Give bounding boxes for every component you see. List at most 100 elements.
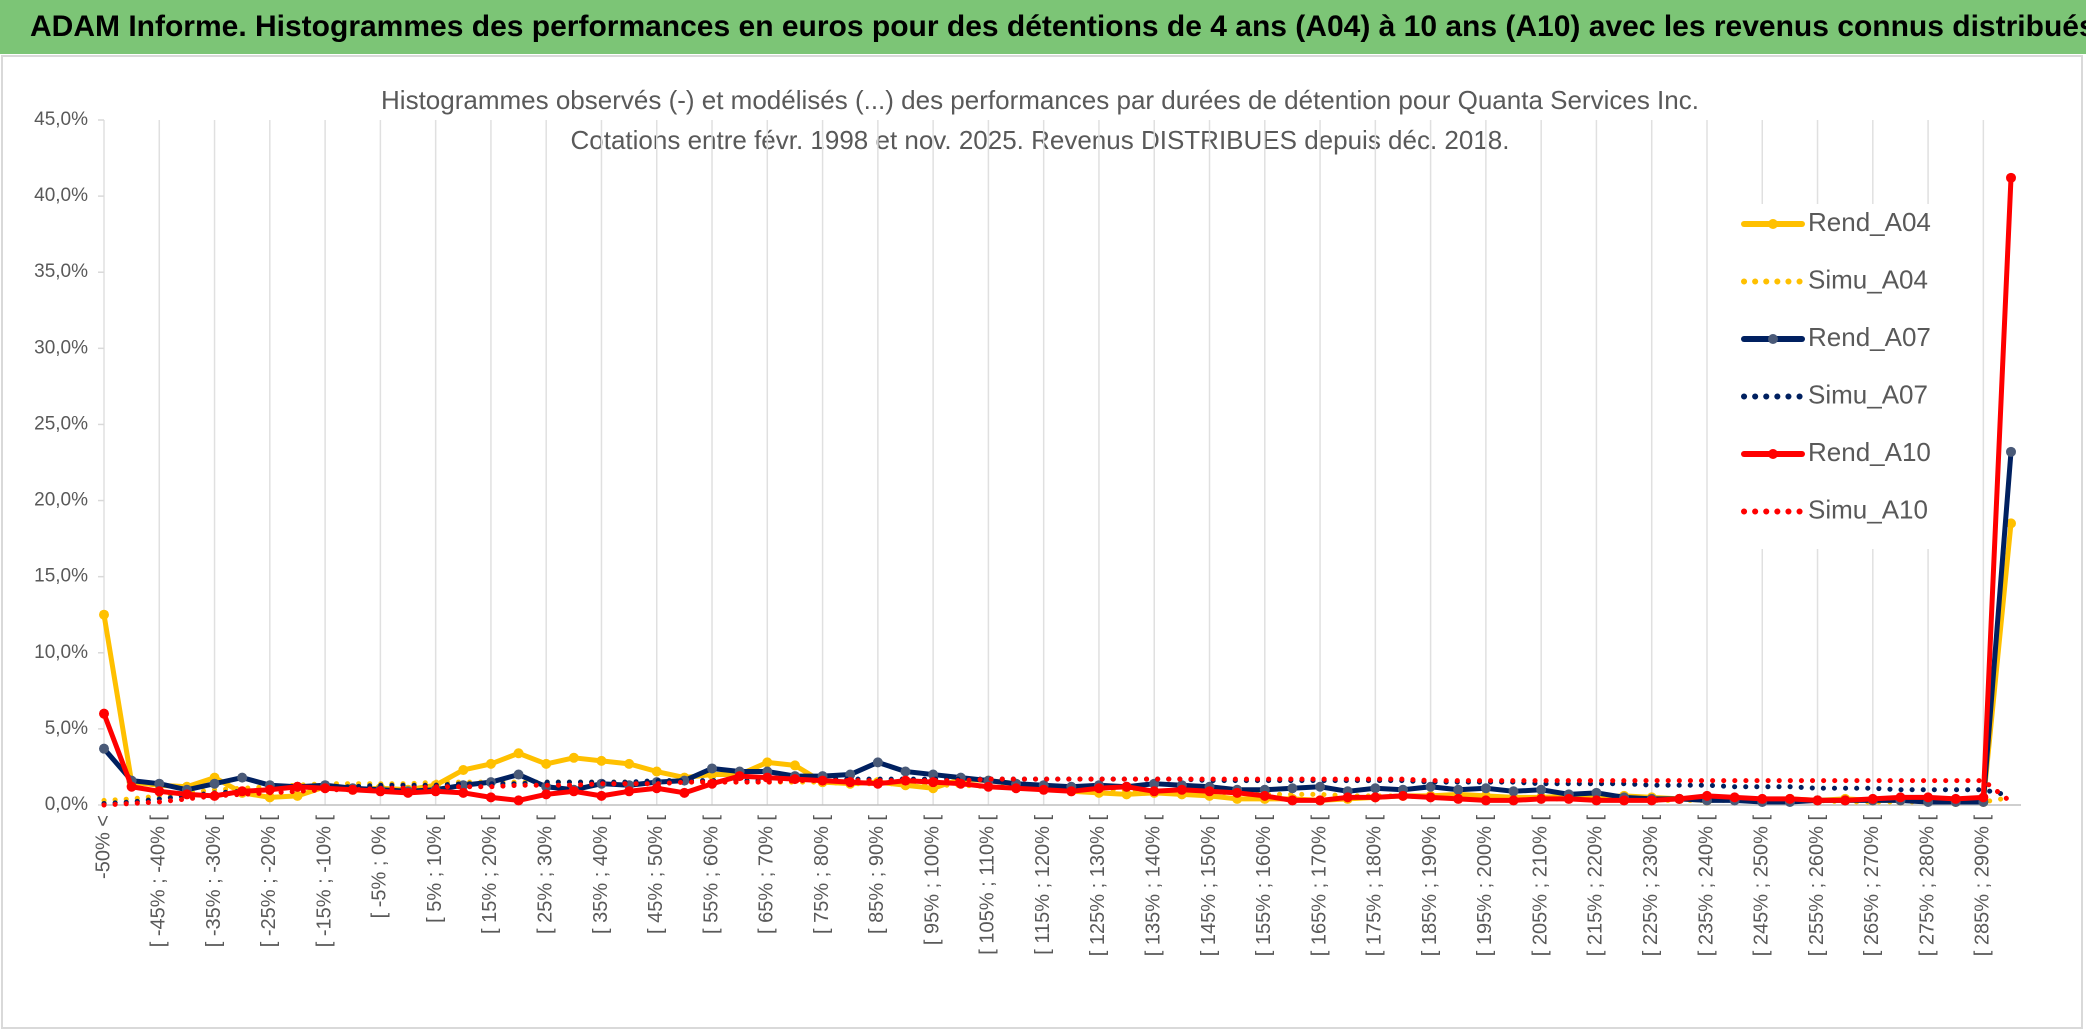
series-marker [651, 766, 662, 777]
series-marker [1315, 795, 1326, 806]
series-marker [1978, 792, 1989, 803]
series-line-dotted [101, 776, 2014, 808]
legend-label: Rend_A07 [1808, 322, 1931, 352]
x-tick-label: [ 265% ; 270% [ [1861, 815, 1883, 957]
x-tick-label: [ 195% ; 200% [ [1474, 815, 1496, 957]
series-marker [707, 763, 718, 774]
series-marker [679, 787, 690, 798]
series-marker [99, 609, 109, 620]
x-tick-label: [ -25% ; -20% [ [258, 815, 280, 948]
series-marker [762, 757, 773, 768]
chart-subtitle: Cotations entre févr. 1998 et nov. 2025.… [571, 125, 1510, 155]
series-marker [1176, 784, 1187, 795]
series-marker [458, 764, 469, 775]
x-tick-label: [ 275% ; 280% [ [1916, 815, 1938, 957]
chart-title: Histogrammes observés (-) et modélisés (… [381, 85, 1699, 115]
legend-label: Rend_A04 [1808, 207, 1931, 237]
series-marker [1480, 783, 1491, 794]
series-marker [983, 781, 994, 792]
x-tick-label: [ 85% ; 90% [ [866, 815, 888, 934]
series-marker [1480, 795, 1491, 806]
y-tick-label: 35,0% [34, 261, 88, 282]
x-tick-label: -50% < [92, 815, 114, 879]
series-marker [1093, 783, 1104, 794]
series-marker [1149, 786, 1160, 797]
series-marker [568, 786, 579, 797]
y-tick-label: 10,0% [34, 642, 88, 663]
series-marker [485, 792, 496, 803]
series-marker [458, 787, 469, 798]
x-tick-label: [ 125% ; 130% [ [1087, 815, 1109, 957]
series-marker [568, 752, 579, 763]
series-marker [2006, 172, 2016, 183]
series-marker [1342, 792, 1353, 803]
y-tick-label: 45,0% [34, 109, 88, 130]
series-marker [1453, 793, 1464, 804]
series-marker [403, 787, 414, 798]
legend-label: Rend_A10 [1808, 437, 1931, 467]
series-marker [1453, 784, 1464, 795]
y-tick-label: 15,0% [34, 566, 88, 587]
series-marker [1066, 786, 1077, 797]
series-marker [237, 772, 248, 783]
series-marker [541, 789, 552, 800]
series-marker [485, 758, 496, 769]
series-marker [1370, 783, 1381, 794]
x-tick-label: [ 155% ; 160% [ [1253, 815, 1275, 957]
legend-box [1718, 204, 1948, 549]
series-marker [237, 786, 248, 797]
series-marker [1619, 795, 1630, 806]
series-marker [1315, 781, 1326, 792]
series-marker [1287, 783, 1298, 794]
legend-label: Simu_A10 [1808, 494, 1928, 524]
x-tick-label: [ 45% ; 50% [ [645, 815, 667, 934]
series-marker [430, 786, 441, 797]
series-marker [1950, 793, 1961, 804]
series-marker [1923, 792, 1934, 803]
x-tick-label: [ -15% ; -10% [ [313, 815, 335, 948]
x-tick-label: [ 165% ; 170% [ [1308, 815, 1330, 957]
series-marker [1867, 793, 1878, 804]
series-marker [1508, 795, 1519, 806]
y-tick-label: 0,0% [45, 794, 88, 815]
series-marker [181, 789, 192, 800]
series-marker [513, 769, 524, 780]
x-tick-label: [ -35% ; -30% [ [203, 815, 225, 948]
x-tick-label: [ 285% ; 290% [ [1972, 815, 1994, 957]
x-tick-label: [ 215% ; 220% [ [1585, 815, 1607, 957]
series-marker [900, 775, 911, 786]
x-tick-label: [ 235% ; 240% [ [1695, 815, 1717, 957]
x-tick-label: [ 135% ; 140% [ [1143, 815, 1165, 957]
series-marker [1812, 795, 1823, 806]
series-marker [596, 755, 607, 766]
x-tick-label: [ 245% ; 250% [ [1751, 815, 1773, 957]
x-tick-label: [ 65% ; 70% [ [756, 815, 778, 934]
x-tick-label: [ 25% ; 30% [ [534, 815, 556, 934]
series-marker [126, 781, 137, 792]
y-tick-label: 40,0% [34, 185, 88, 206]
series-marker [292, 781, 303, 792]
series-marker [292, 790, 303, 801]
chart: Histogrammes observés (-) et modélisés (… [1, 55, 2083, 1029]
x-tick-label: [ 95% ; 100% [ [921, 815, 943, 946]
x-tick-label: [ 255% ; 260% [ [1806, 815, 1828, 957]
series-marker [1259, 790, 1270, 801]
series-marker [1232, 787, 1243, 798]
series-marker [1370, 792, 1381, 803]
x-tick-label: [ 115% ; 120% [ [1032, 815, 1054, 955]
x-tick-label: [ 205% ; 210% [ [1529, 815, 1551, 957]
series-marker [1121, 781, 1132, 792]
series-marker [900, 766, 911, 777]
x-tick-label: [ 175% ; 180% [ [1364, 815, 1386, 957]
y-tick-label: 20,0% [34, 490, 88, 511]
x-tick-label: [ 55% ; 60% [ [700, 815, 722, 934]
series-marker [1287, 795, 1298, 806]
series-marker [1204, 786, 1215, 797]
legend-label: Simu_A04 [1808, 264, 1928, 294]
series-marker [1038, 784, 1049, 795]
series-marker [1425, 792, 1436, 803]
x-tick-label: [ -5% ; 0% [ [369, 815, 391, 919]
series-marker [2006, 518, 2016, 529]
x-tick-label: [ 15% ; 20% [ [479, 815, 501, 934]
header-title: ADAM Informe. Histogrammes des performan… [0, 0, 2086, 54]
